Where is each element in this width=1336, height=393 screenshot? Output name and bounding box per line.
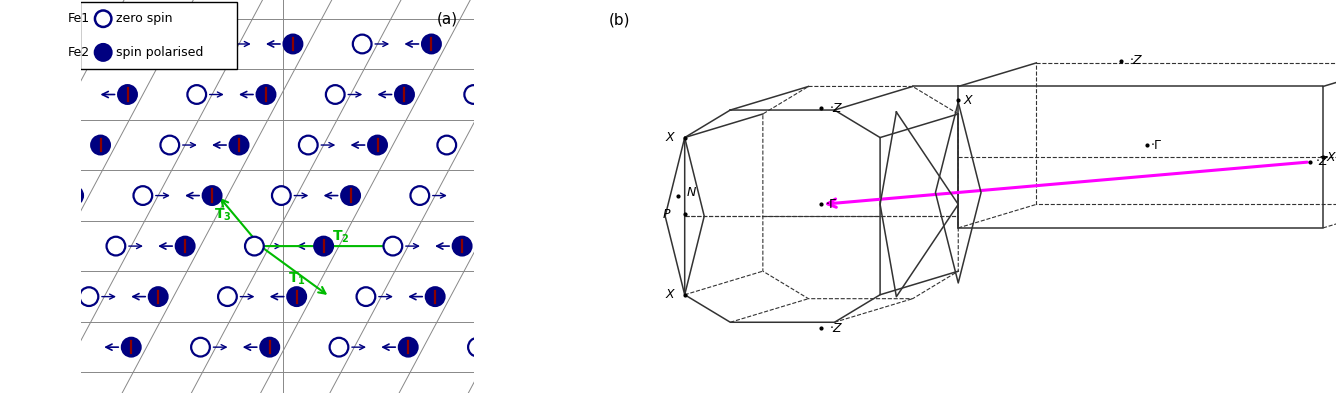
Circle shape bbox=[341, 186, 359, 205]
Circle shape bbox=[437, 136, 456, 154]
Circle shape bbox=[453, 237, 472, 255]
Circle shape bbox=[134, 186, 152, 205]
Circle shape bbox=[426, 287, 445, 306]
Circle shape bbox=[465, 85, 484, 104]
Circle shape bbox=[76, 35, 95, 53]
Circle shape bbox=[80, 287, 99, 306]
Text: $\cdot Z$: $\cdot Z$ bbox=[830, 101, 844, 115]
Circle shape bbox=[283, 35, 302, 53]
Text: $P$: $P$ bbox=[661, 208, 672, 221]
Circle shape bbox=[95, 11, 111, 27]
Circle shape bbox=[218, 287, 236, 306]
Circle shape bbox=[326, 85, 345, 104]
Circle shape bbox=[191, 338, 210, 356]
Circle shape bbox=[187, 85, 206, 104]
Circle shape bbox=[330, 338, 349, 356]
Circle shape bbox=[160, 136, 179, 154]
Circle shape bbox=[353, 35, 371, 53]
Text: $N$: $N$ bbox=[685, 186, 697, 199]
Circle shape bbox=[299, 136, 318, 154]
Text: $\cdot Z$: $\cdot Z$ bbox=[1129, 54, 1144, 68]
Text: $X$: $X$ bbox=[963, 94, 975, 107]
Text: $X$: $X$ bbox=[665, 131, 676, 144]
Text: $X$: $X$ bbox=[665, 288, 676, 301]
Text: $\cdot Z$: $\cdot Z$ bbox=[830, 321, 844, 335]
Circle shape bbox=[468, 338, 486, 356]
Circle shape bbox=[95, 44, 111, 61]
Circle shape bbox=[214, 35, 232, 53]
Circle shape bbox=[64, 186, 83, 205]
Circle shape bbox=[395, 85, 414, 104]
Text: $X$: $X$ bbox=[1327, 151, 1336, 164]
Text: Fe2: Fe2 bbox=[68, 46, 90, 59]
Circle shape bbox=[176, 237, 195, 255]
Circle shape bbox=[244, 237, 263, 255]
Circle shape bbox=[410, 186, 429, 205]
Circle shape bbox=[261, 338, 279, 356]
Text: zero spin: zero spin bbox=[116, 12, 172, 25]
Circle shape bbox=[91, 136, 110, 154]
Circle shape bbox=[422, 35, 441, 53]
Circle shape bbox=[148, 287, 167, 306]
Text: $\cdot\Gamma$: $\cdot\Gamma$ bbox=[824, 198, 838, 211]
Text: Fe1: Fe1 bbox=[68, 12, 90, 25]
Circle shape bbox=[314, 237, 333, 255]
Circle shape bbox=[122, 338, 140, 356]
Text: spin polarised: spin polarised bbox=[116, 46, 203, 59]
Circle shape bbox=[230, 136, 248, 154]
Circle shape bbox=[257, 85, 275, 104]
Text: $\mathbf{T_1}$: $\mathbf{T_1}$ bbox=[289, 271, 306, 287]
Text: (b): (b) bbox=[609, 12, 631, 27]
Text: $\cdot\Gamma$: $\cdot\Gamma$ bbox=[1150, 139, 1164, 152]
FancyBboxPatch shape bbox=[80, 2, 236, 69]
Circle shape bbox=[383, 237, 402, 255]
Text: (a): (a) bbox=[437, 11, 458, 26]
Circle shape bbox=[203, 186, 222, 205]
Circle shape bbox=[118, 85, 136, 104]
Circle shape bbox=[399, 338, 418, 356]
Text: $\mathbf{T_3}$: $\mathbf{T_3}$ bbox=[214, 207, 231, 223]
Circle shape bbox=[273, 186, 291, 205]
Circle shape bbox=[369, 136, 387, 154]
Text: $\mathbf{T_2}$: $\mathbf{T_2}$ bbox=[333, 228, 350, 245]
Circle shape bbox=[357, 287, 375, 306]
Circle shape bbox=[107, 237, 126, 255]
Text: $\cdot Z$: $\cdot Z$ bbox=[1315, 155, 1329, 169]
Circle shape bbox=[287, 287, 306, 306]
Circle shape bbox=[146, 35, 164, 53]
